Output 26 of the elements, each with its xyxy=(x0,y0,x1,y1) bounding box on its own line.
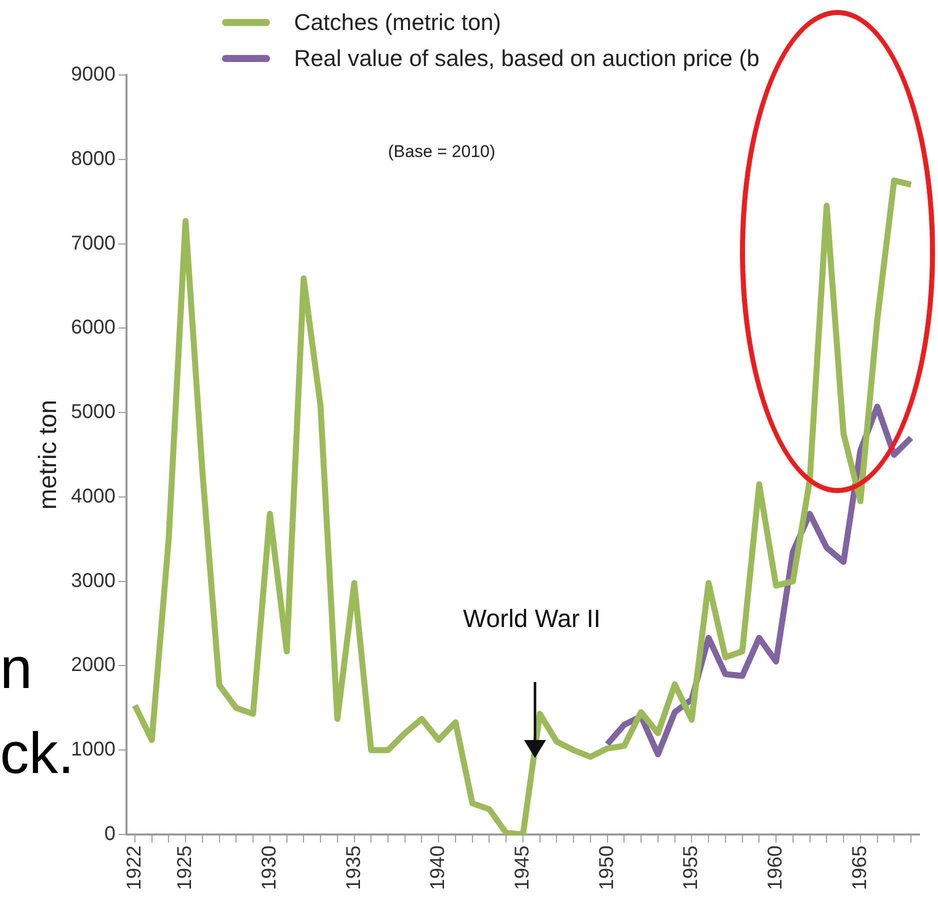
y-tick-label: 8000 xyxy=(70,148,116,170)
x-tick-label: 1950 xyxy=(596,846,618,890)
y-tick-label: 7000 xyxy=(70,232,116,254)
y-tick-label: 4000 xyxy=(70,485,116,508)
y-tick-label: 3000 xyxy=(70,570,116,592)
y-tick-label: 5000 xyxy=(70,401,116,424)
y-tick-label: 1000 xyxy=(70,738,116,761)
y-axis-title: metric ton xyxy=(34,400,62,510)
legend-label: Catches (metric ton) xyxy=(294,8,502,36)
x-tick-label: 1922 xyxy=(123,846,146,890)
x-tick-label: 1940 xyxy=(427,846,450,890)
y-tick-label: 6000 xyxy=(70,316,116,339)
annotation: World War II xyxy=(463,604,602,635)
y-tick-label: 2000 xyxy=(70,654,116,676)
text: n xyxy=(0,636,32,701)
x-tick-label: 1955 xyxy=(680,846,702,890)
x-tick-label: 1930 xyxy=(258,846,280,890)
x-tick-label: 1935 xyxy=(342,846,365,890)
y-tick-label: 9000 xyxy=(70,64,116,86)
x-tick-label: 1960 xyxy=(764,846,787,890)
x-tick-label: 1965 xyxy=(848,846,871,890)
x-tick-label: 1945 xyxy=(511,846,534,890)
y-tick-label: 0 xyxy=(104,823,116,846)
x-tick-label: 1925 xyxy=(174,846,196,890)
annotation: (Base = 2010) xyxy=(388,142,496,161)
legend-label: Real value of sales, based on auction price (b xyxy=(294,44,760,72)
